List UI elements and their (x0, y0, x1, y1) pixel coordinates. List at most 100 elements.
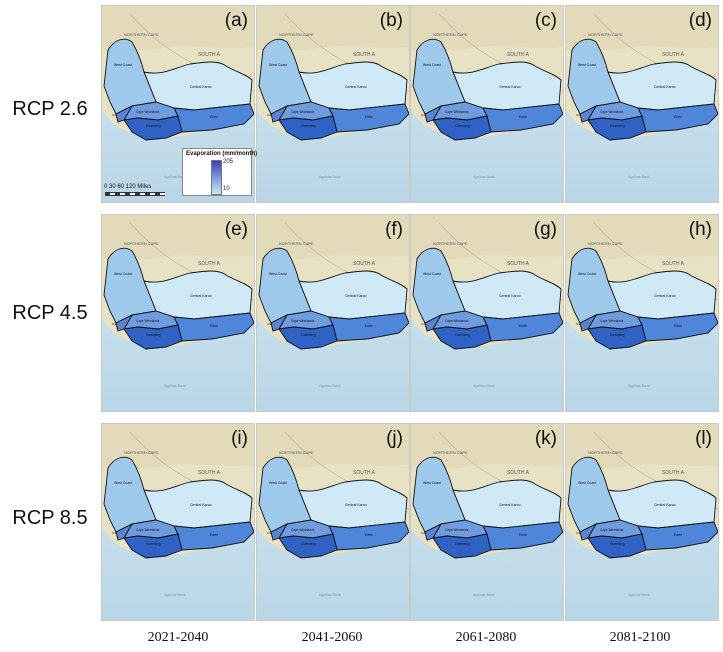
row-label-rcp85: RCP 8.5 (12, 507, 88, 529)
winelands-label: Cape Winelands (445, 110, 469, 114)
city-region (579, 522, 598, 541)
winelands-label: Cape Winelands (291, 110, 315, 114)
land-relief (257, 6, 409, 51)
map-panel-h: NORTHERN CAPE SOUTH A West Coast Central… (565, 214, 719, 412)
eden-label: Eden (210, 533, 218, 537)
eden-label: Eden (365, 533, 373, 537)
eden-label: Eden (674, 533, 682, 537)
city-label: City (421, 113, 427, 117)
ocean-label: Agulhas Bank (319, 384, 341, 388)
overberg-label: Overberg (301, 542, 316, 546)
country-label: SOUTH A (353, 470, 376, 476)
country-label: SOUTH A (507, 261, 530, 267)
evaporation-map: NORTHERN CAPE SOUTH A West Coast Central… (411, 6, 563, 202)
province-label: NORTHERN CAPE (588, 241, 623, 246)
map-panel-f: NORTHERN CAPE SOUTH A West Coast Central… (256, 214, 410, 412)
eden-label: Eden (365, 115, 373, 119)
central-karoo-label: Central Karoo (499, 85, 521, 89)
overberg-label: Overberg (301, 333, 316, 337)
ocean-label: Agulhas Bank (473, 384, 495, 388)
central-karoo-region (452, 270, 562, 320)
evaporation-map: NORTHERN CAPE SOUTH A West Coast Central… (102, 215, 254, 411)
land-relief (566, 6, 718, 51)
ocean-label: Agulhas Bank (628, 175, 650, 179)
central-karoo-label: Central Karoo (190, 294, 212, 298)
evaporation-map: NORTHERN CAPE SOUTH A West Coast Central… (411, 424, 563, 620)
map-panel-l: NORTHERN CAPE SOUTH A West Coast Central… (565, 423, 719, 621)
land-relief (411, 424, 563, 469)
province-label: NORTHERN CAPE (588, 32, 623, 37)
eden-label: Eden (674, 324, 682, 328)
central-karoo-label: Central Karoo (345, 85, 367, 89)
province-label: NORTHERN CAPE (124, 450, 159, 455)
evaporation-map: NORTHERN CAPE SOUTH A West Coast Central… (257, 424, 409, 620)
city-region (424, 313, 443, 332)
country-label: SOUTH A (662, 52, 685, 58)
land-relief (257, 424, 409, 469)
country-label: SOUTH A (198, 470, 221, 476)
central-karoo-label: Central Karoo (654, 85, 676, 89)
city-label: City (267, 322, 273, 326)
ocean-label: Agulhas Bank (164, 593, 186, 597)
column-label-2061-2080: 2061-2080 (455, 630, 517, 645)
map-panel-k: NORTHERN CAPE SOUTH A West Coast Central… (410, 423, 564, 621)
overberg-region (123, 115, 183, 141)
city-label: City (576, 531, 582, 535)
winelands-label: Cape Winelands (445, 528, 469, 532)
map-panel-b: NORTHERN CAPE SOUTH A West Coast Central… (256, 5, 410, 203)
country-label: SOUTH A (507, 470, 530, 476)
overberg-label: Overberg (146, 542, 161, 546)
land-relief (257, 215, 409, 260)
overberg-region (123, 324, 183, 350)
land-relief (566, 215, 718, 260)
overberg-region (432, 533, 492, 559)
west-coast-label: West Coast (269, 481, 287, 485)
ocean-label: Agulhas Bank (319, 175, 341, 179)
land-relief (102, 424, 254, 469)
overberg-region (432, 324, 492, 350)
ocean-label: Agulhas Bank (473, 175, 495, 179)
overberg-label: Overberg (610, 333, 625, 337)
central-karoo-region (298, 479, 408, 529)
overberg-label: Overberg (146, 333, 161, 337)
city-label: City (267, 113, 273, 117)
map-panel-d: NORTHERN CAPE SOUTH A West Coast Central… (565, 5, 719, 203)
panel-letter: (l) (695, 428, 712, 449)
land-relief (102, 6, 254, 51)
column-label-2021-2040: 2021-2040 (147, 630, 209, 645)
province-label: NORTHERN CAPE (279, 32, 314, 37)
city-label: City (112, 322, 118, 326)
overberg-label: Overberg (301, 124, 316, 128)
evaporation-map: NORTHERN CAPE SOUTH A West Coast Central… (102, 6, 254, 202)
winelands-label: Cape Winelands (445, 319, 469, 323)
ocean-label: Agulhas Bank (628, 384, 650, 388)
map-panel-j: NORTHERN CAPE SOUTH A West Coast Central… (256, 423, 410, 621)
west-coast-label: West Coast (114, 63, 132, 67)
evaporation-map: NORTHERN CAPE SOUTH A West Coast Central… (566, 215, 718, 411)
overberg-region (278, 533, 338, 559)
central-karoo-label: Central Karoo (190, 85, 212, 89)
country-label: SOUTH A (353, 261, 376, 267)
city-region (270, 104, 289, 123)
panel-letter: (b) (379, 10, 403, 31)
central-karoo-label: Central Karoo (345, 294, 367, 298)
ocean-label: Agulhas Bank (164, 384, 186, 388)
city-label: City (421, 322, 427, 326)
eden-label: Eden (519, 533, 527, 537)
overberg-label: Overberg (610, 542, 625, 546)
winelands-label: Cape Winelands (291, 319, 315, 323)
evaporation-map: NORTHERN CAPE SOUTH A West Coast Central… (566, 424, 718, 620)
province-label: NORTHERN CAPE (124, 32, 159, 37)
city-region (270, 313, 289, 332)
eden-label: Eden (519, 324, 527, 328)
panel-letter: (d) (688, 10, 712, 31)
winelands-label: Cape Winelands (136, 110, 160, 114)
overberg-label: Overberg (455, 333, 470, 337)
ocean-label: Agulhas Bank (473, 593, 495, 597)
map-legend: Evaporation (mm/month) 205 10 (182, 148, 257, 196)
west-coast-label: West Coast (423, 272, 441, 276)
central-karoo-label: Central Karoo (654, 294, 676, 298)
map-panel-e: NORTHERN CAPE SOUTH A West Coast Central… (101, 214, 255, 412)
overberg-region (278, 115, 338, 141)
winelands-label: Cape Winelands (291, 528, 315, 532)
